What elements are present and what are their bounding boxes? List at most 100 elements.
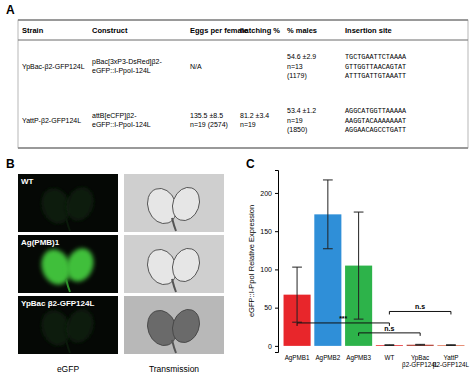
image-background xyxy=(18,174,118,232)
table-cell: n=19 xyxy=(240,121,256,128)
error-bar-segment xyxy=(385,345,395,346)
error-bar-segment xyxy=(327,180,328,249)
error-bar xyxy=(385,344,395,346)
table-frame xyxy=(18,20,468,148)
panel-label: B xyxy=(6,157,15,171)
testis xyxy=(62,306,98,347)
error-bar-segment xyxy=(358,212,359,319)
table-cell: N/A xyxy=(190,63,202,70)
x-tick-label: WT xyxy=(384,354,394,361)
table-cell: eGFP::I-PpoI-124L xyxy=(92,67,151,75)
table-rule xyxy=(18,40,468,41)
image-background xyxy=(124,296,224,354)
table-header: Construct xyxy=(92,26,128,35)
table-cell: 54.6 ±2.9 xyxy=(287,53,316,60)
duct xyxy=(172,279,176,292)
error-bar-segment xyxy=(323,179,333,180)
y-tick: 150 xyxy=(260,228,278,235)
table-header: Strain xyxy=(22,26,44,35)
duct xyxy=(66,340,70,353)
image-background xyxy=(124,174,224,232)
table-cell: YattP-β2-GFP124L xyxy=(22,117,81,125)
y-tick-label: 100 xyxy=(260,266,272,273)
error-bar-segment xyxy=(446,344,456,345)
duct xyxy=(172,340,176,353)
y-tick: 50 xyxy=(264,304,278,311)
x-tick: YattPβ2-GFP124L xyxy=(433,352,470,369)
testis xyxy=(168,184,204,225)
table-cell: ATTTGATTGTAAATT xyxy=(345,72,406,80)
table-header: hatching % xyxy=(240,26,280,35)
error-bar-segment xyxy=(297,267,298,322)
image-row-label: WT xyxy=(21,177,34,186)
error-bar xyxy=(446,344,456,346)
image-background xyxy=(124,235,224,293)
significance-label: n.s xyxy=(384,325,394,332)
table-cell: attB[eCFP]β2- xyxy=(92,112,137,120)
annotations: n.s *** n.s xyxy=(297,303,451,335)
table-cell: AGGAACAGCCTGATT xyxy=(345,126,406,134)
error-bar-segment xyxy=(354,212,364,213)
significance-label: *** xyxy=(339,315,347,322)
significance-bracket: n.s xyxy=(389,303,451,314)
significance-bracket: n.s xyxy=(359,325,421,336)
y-axis-title: eGFP::I-PpoI Relative Expression xyxy=(247,205,256,317)
micrograph xyxy=(18,235,118,293)
bracket-line xyxy=(359,333,421,336)
y-tick-label: 200 xyxy=(260,190,272,197)
table-cell: GTTGGTTAACAGTAT xyxy=(345,63,406,71)
x-tick-label: AgPMB3 xyxy=(346,354,371,362)
y-tick-mark xyxy=(275,346,278,347)
table-cell: (1850) xyxy=(287,126,307,134)
table-cell: AGGCATGGTTAAAAA xyxy=(345,107,407,115)
table-cell: AAGGTACAAAAAAAT xyxy=(345,117,406,125)
y-tick-mark xyxy=(275,231,278,232)
table-cell: TGCTGAATTCTAAAA xyxy=(345,53,407,61)
table-header: % males xyxy=(287,26,317,35)
figure: ABCStrainConstructEggs per femalehatchin… xyxy=(0,0,474,390)
y-tick-mark xyxy=(275,269,278,270)
image-background xyxy=(18,296,118,354)
micrograph xyxy=(18,174,118,232)
testis xyxy=(62,245,98,286)
duct xyxy=(172,218,176,231)
table: StrainConstructEggs per femalehatching %… xyxy=(18,20,468,148)
significance-label: n.s xyxy=(415,303,425,310)
plot-area xyxy=(284,180,465,346)
y-tick: 100 xyxy=(260,266,278,273)
x-tick: AgPMB3 xyxy=(346,352,371,362)
table-cell: (1179) xyxy=(287,72,307,80)
table-header: Insertion site xyxy=(345,26,392,35)
error-bar-segment xyxy=(292,267,302,268)
table-cell: n=19 xyxy=(287,117,303,124)
y-tick-label: 50 xyxy=(264,304,272,311)
duct xyxy=(66,279,70,292)
bracket-line xyxy=(297,323,389,326)
table-cell: pBac[3xP3-DsRed]β2- xyxy=(92,58,162,66)
image-background xyxy=(18,235,118,293)
bar xyxy=(437,345,464,347)
x-tick: WT xyxy=(384,352,394,361)
x-tick-label: AgPMB1 xyxy=(285,354,310,362)
image-column-label: eGFP xyxy=(57,364,80,374)
table-cell: 81.2 ±3.4 xyxy=(240,112,269,119)
table-cell: YpBac-β2-GFP124L xyxy=(22,63,85,71)
error-bar xyxy=(354,212,364,319)
y-tick-label: 0 xyxy=(268,343,272,350)
bar-chart: 0 50 100 150 200eGFP::I-PpoI Relative Expres… xyxy=(247,171,470,370)
panel-label: A xyxy=(6,3,15,17)
error-bar-segment xyxy=(415,344,425,345)
testis xyxy=(168,306,204,347)
x-axis: AgPMB1AgPMB2AgPMB3WTYpBacβ2-GFP124LYattP… xyxy=(285,352,470,369)
bar xyxy=(376,345,403,347)
error-bar-segment xyxy=(385,344,395,345)
y-tick: 0 xyxy=(268,343,278,350)
bracket-line xyxy=(389,311,451,314)
image-column-label: Transmission xyxy=(149,364,199,374)
y-axis-line xyxy=(275,171,279,353)
significance-bracket: *** xyxy=(297,315,389,326)
error-bar-segment xyxy=(415,345,425,346)
table-cell: eGFP::I-PpoI-124L xyxy=(92,121,151,129)
y-tick-mark xyxy=(275,308,278,309)
y-axis: 0 50 100 150 200 xyxy=(260,171,278,353)
